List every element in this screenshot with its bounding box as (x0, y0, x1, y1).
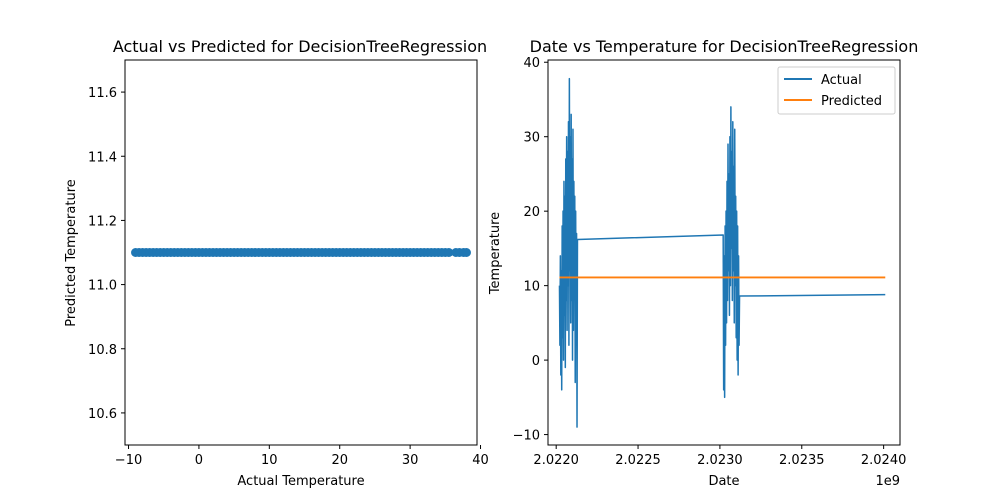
right-x-ticks: 2.0220 2.0225 2.0230 2.0235 2.0240 (533, 445, 906, 468)
left-x-tick-label: −10 (115, 453, 142, 468)
left-y-tick-label: 10.8 (88, 343, 117, 358)
right-y-tick-label: 30 (523, 131, 540, 146)
left-x-ticks: −10 0 10 20 30 40 (115, 445, 489, 468)
left-x-tick-label: 0 (195, 453, 203, 468)
right-plot-frame (547, 59, 901, 446)
left-x-tick-label: 40 (472, 453, 489, 468)
right-y-ticks: −10 0 10 20 30 40 (513, 56, 548, 444)
right-y-tick-label: 40 (523, 56, 540, 71)
left-y-tick-label: 11.0 (88, 279, 117, 294)
left-y-tick-label: 11.4 (88, 150, 117, 165)
right-x-tick-label: 2.0235 (779, 453, 825, 468)
right-y-tick-label: 0 (532, 354, 540, 369)
left-chart: Actual vs Predicted for DecisionTreeRegr… (64, 37, 489, 489)
right-y-axis-label: Temperature (488, 212, 503, 295)
right-chart-title: Date vs Temperature for DecisionTreeRegr… (530, 37, 919, 56)
right-y-tick-label: 10 (523, 280, 540, 295)
right-x-tick-label: 2.0220 (533, 453, 579, 468)
left-plot-frame (124, 59, 478, 446)
right-x-tick-label: 2.0225 (615, 453, 661, 468)
left-x-tick-label: 30 (402, 453, 419, 468)
right-x-tick-label: 2.0240 (861, 453, 907, 468)
scatter-point (461, 248, 471, 257)
left-x-tick-label: 10 (261, 453, 278, 468)
right-x-offset-text: 1e9 (875, 474, 900, 489)
left-x-axis-label: Actual Temperature (237, 474, 364, 489)
right-y-tick-label: −10 (513, 429, 540, 444)
right-chart: Date vs Temperature for DecisionTreeRegr… (488, 37, 918, 489)
left-chart-title: Actual vs Predicted for DecisionTreeRegr… (113, 37, 487, 56)
left-y-tick-label: 11.6 (88, 86, 117, 101)
left-y-ticks: 10.6 10.8 11.0 11.2 11.4 11.6 (88, 86, 125, 422)
legend: Actual Predicted (777, 66, 896, 115)
right-x-axis-label: Date (708, 474, 739, 489)
right-y-tick-label: 20 (523, 205, 540, 220)
right-plot-area (558, 77, 886, 428)
left-y-tick-label: 11.2 (88, 214, 117, 229)
series-line-actual (558, 77, 886, 428)
left-plot-area (131, 248, 471, 257)
left-y-axis-label: Predicted Temperature (64, 179, 79, 327)
scatter-point (444, 248, 454, 257)
legend-label-actual: Actual (821, 73, 862, 88)
left-y-tick-label: 10.6 (88, 407, 117, 422)
right-x-tick-label: 2.0230 (697, 453, 743, 468)
legend-label-predicted: Predicted (821, 94, 882, 109)
left-x-tick-label: 20 (331, 453, 348, 468)
